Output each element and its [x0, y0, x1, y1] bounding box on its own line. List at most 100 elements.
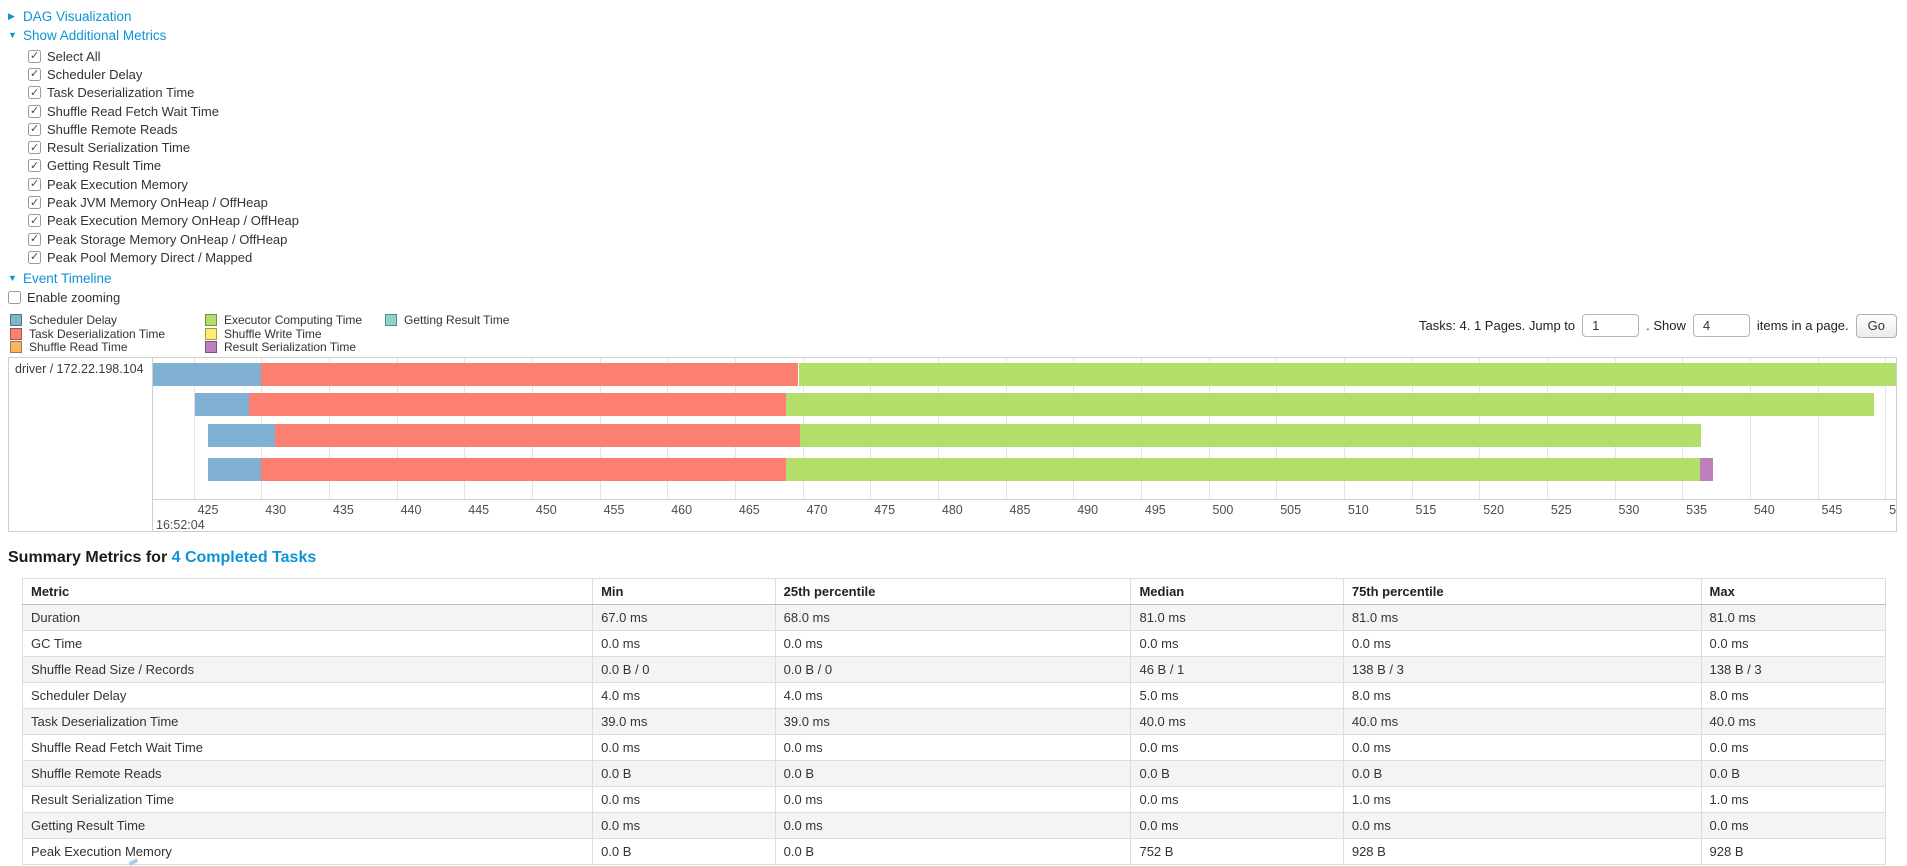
metric-value-cell: 0.0 B [1342, 759, 1702, 787]
legend-swatch-scheduler-delay [10, 314, 22, 327]
page-size-input[interactable] [1692, 314, 1750, 338]
legend-label: Task Deserialization Time [29, 326, 166, 341]
completed-tasks-link[interactable]: 4 Completed Tasks [171, 548, 317, 566]
metric-value-cell: 0.0 ms [1130, 785, 1344, 813]
timeline-bar-segment-task-deserialization[interactable] [274, 423, 800, 447]
metric-value-cell: 0.0 ms [774, 629, 1132, 657]
metric-value-cell: 0.0 ms [1342, 733, 1702, 761]
metric-checkbox[interactable] [28, 104, 41, 118]
metric-checkbox[interactable] [28, 86, 41, 100]
metric-value-cell: 0.0 ms [1130, 629, 1344, 657]
metric-checkbox-item[interactable]: Peak JVM Memory OnHeap / OffHeap [28, 193, 1907, 211]
axis-tick-label: 540 [1753, 502, 1775, 517]
show-additional-metrics-label: Show Additional Metrics [23, 28, 167, 43]
table-row: Duration 67.0 ms 68.0 ms 81.0 ms 81.0 ms 81.0… [21, 603, 1887, 631]
axis-tick-label: 450 [535, 502, 557, 517]
metric-checkbox-item[interactable]: Shuffle Remote Reads [28, 120, 1907, 138]
metric-checkbox[interactable] [28, 67, 41, 81]
metric-value-cell: 46 B / 1 [1130, 655, 1344, 683]
timeline-bar-segment-executor-computing[interactable] [799, 423, 1702, 447]
timeline-bar-segment-result-serialization[interactable] [1699, 457, 1714, 481]
metric-checkbox-label: Select All [47, 48, 101, 64]
axis-tick-label: 440 [400, 502, 422, 517]
legend-label: Shuffle Write Time [224, 326, 322, 341]
table-row: Shuffle Remote Reads 0.0 B 0.0 B 0.0 B 0.0 B… [21, 759, 1887, 787]
column-header: Median [1130, 577, 1344, 605]
gridline [1749, 357, 1751, 499]
table-row: Result Serialization Time 0.0 ms 0.0 ms 0.0… [21, 785, 1887, 813]
metric-checkbox[interactable] [28, 250, 41, 264]
enable-zooming-checkbox[interactable] [8, 291, 21, 305]
gridline [193, 357, 195, 499]
metric-value-cell: 0.0 B [592, 837, 776, 865]
metric-value-cell: 0.0 ms [774, 733, 1132, 761]
metric-checkbox-label: Result Serialization Time [47, 140, 191, 156]
table-row: Shuffle Read Fetch Wait Time 0.0 ms 0.0 ms… [21, 733, 1887, 761]
go-button[interactable]: Go [1855, 313, 1897, 338]
metric-value-cell: 0.0 ms [1342, 629, 1702, 657]
show-additional-metrics-toggle[interactable]: ▼ Show Additional Metrics [8, 26, 1907, 45]
metric-checkbox[interactable] [28, 177, 41, 191]
column-header: Metric [21, 577, 594, 605]
axis-tick-label: 520 [1483, 502, 1505, 517]
metric-value-cell: 0.0 ms [1342, 811, 1702, 839]
metric-checkbox-item[interactable]: Peak Execution Memory [28, 175, 1907, 193]
metric-checkbox-item[interactable]: Getting Result Time [28, 157, 1907, 175]
metric-checkbox[interactable] [28, 232, 41, 246]
timeline-bar-segment-scheduler-delay[interactable] [194, 392, 250, 416]
event-timeline-toggle[interactable]: ▼ Event Timeline [8, 269, 1907, 288]
timeline-bar-segment-scheduler-delay[interactable] [208, 457, 262, 481]
metric-checkbox-item[interactable]: Peak Pool Memory Direct / Mapped [28, 248, 1907, 266]
metric-checkbox[interactable] [28, 196, 41, 210]
summary-metrics-table: Metric Min 25th percentile Median 75th perce… [21, 577, 1887, 865]
dag-visualization-toggle[interactable]: ▶ DAG Visualization [8, 7, 1907, 26]
metric-checkbox-item[interactable]: Peak Execution Memory OnHeap / OffHeap [28, 212, 1907, 230]
event-timeline-label: Event Timeline [23, 270, 112, 286]
metric-checkbox[interactable] [28, 49, 41, 63]
axis-tick-label: 470 [806, 502, 828, 517]
metric-value-cell: 4.0 ms [592, 681, 776, 709]
legend-swatch-executor-computing [205, 314, 217, 327]
axis-tick-label: 480 [941, 502, 963, 517]
metric-checkbox[interactable] [28, 214, 41, 228]
table-row: Peak Execution Memory 0.0 B 0.0 B 752 B 928 … [21, 837, 1887, 865]
legend-swatch-task-deserialization [10, 327, 22, 340]
collapsed-arrow-icon: ▶ [8, 11, 15, 21]
metric-checkbox-item[interactable]: Peak Storage Memory OnHeap / OffHeap [28, 230, 1907, 248]
timeline-bar-segment-scheduler-delay[interactable] [153, 362, 262, 386]
pagination-suffix-label: items in a page. [1756, 318, 1849, 334]
metric-checkbox-label: Shuffle Read Fetch Wait Time [47, 103, 219, 119]
metric-value-cell: 0.0 B [592, 759, 776, 787]
enable-zooming-control[interactable]: Enable zooming [8, 289, 1907, 307]
axis-tick-label: 530 [1618, 502, 1640, 517]
metric-name-cell: Getting Result Time [21, 811, 594, 839]
metric-value-cell: 0.0 ms [592, 785, 776, 813]
axis-tick-label: 485 [1009, 502, 1031, 517]
timeline-bar-segment-task-deserialization[interactable] [261, 362, 799, 386]
gridline [1817, 357, 1819, 499]
axis-tick-label: 465 [738, 502, 760, 517]
metric-checkbox-item[interactable]: Shuffle Read Fetch Wait Time [28, 102, 1907, 120]
executor-label: driver / 172.22.198.104 [9, 357, 153, 531]
timeline-bar-segment-executor-computing[interactable] [798, 362, 1896, 386]
tasks-pagination: Tasks: 4. 1 Pages. Jump to . Show items … [1419, 313, 1897, 338]
metric-name-cell: GC Time [21, 629, 594, 657]
metric-checkbox-label: Task Deserialization Time [47, 85, 195, 101]
metric-value-cell: 0.0 ms [774, 811, 1132, 839]
metric-value-cell: 8.0 ms [1342, 681, 1702, 709]
metric-checkbox-item[interactable]: Result Serialization Time [28, 138, 1907, 156]
metric-checkbox-item[interactable]: Task Deserialization Time [28, 84, 1907, 102]
jump-to-page-input[interactable] [1582, 314, 1640, 338]
timeline-bar-segment-task-deserialization[interactable] [249, 392, 787, 416]
metric-checkbox-label: Peak Pool Memory Direct / Mapped [47, 249, 253, 265]
metric-checkbox-item[interactable]: Select All [28, 47, 1907, 65]
timeline-bar-segment-scheduler-delay[interactable] [208, 423, 275, 447]
metric-checkbox-item[interactable]: Scheduler Delay [28, 65, 1907, 83]
timeline-bar-segment-task-deserialization[interactable] [261, 457, 787, 481]
legend-swatch-shuffle-write [205, 327, 217, 340]
timeline-bar-segment-executor-computing[interactable] [786, 392, 1875, 416]
metric-checkbox[interactable] [28, 159, 41, 173]
metric-checkbox[interactable] [28, 122, 41, 136]
metric-checkbox[interactable] [28, 141, 41, 155]
timeline-bar-segment-executor-computing[interactable] [786, 457, 1700, 481]
